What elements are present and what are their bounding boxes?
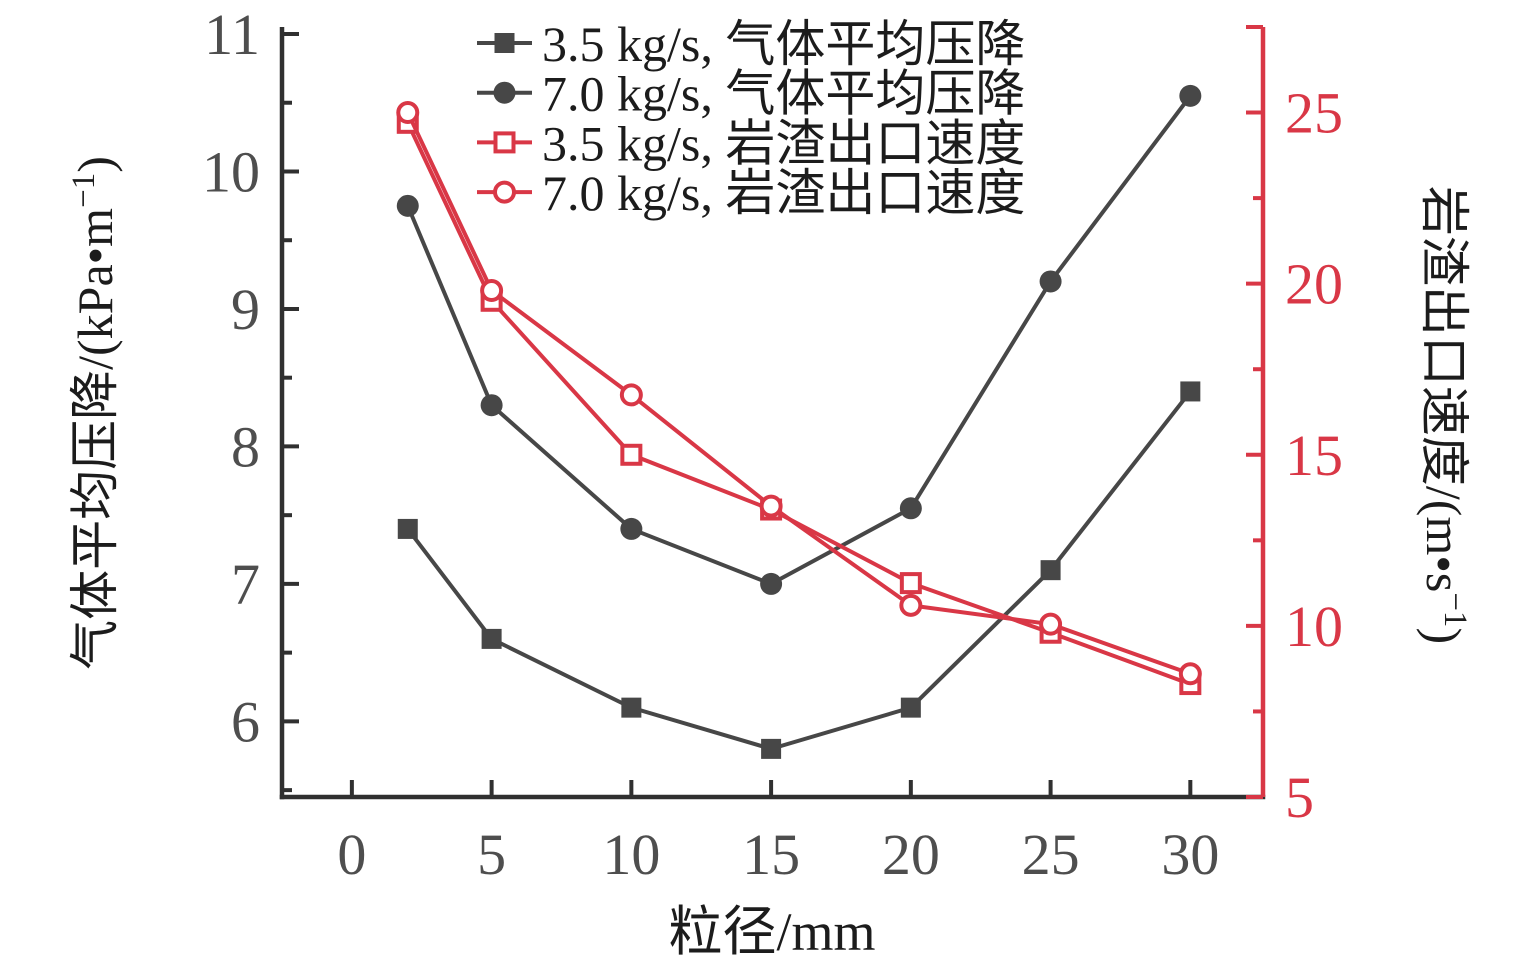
data-point: [480, 279, 504, 303]
series-4: [396, 101, 1202, 686]
series-2: [396, 84, 1202, 595]
right-axis-title: 岩渣出口速度/(m•s−1): [1416, 186, 1473, 644]
axis-titles: 粒径/mm 气体平均压降/(kPa•m−1) 岩渣出口速度/(m•s−1): [66, 156, 1473, 962]
legend-item-2: 7.0 kg/s, 气体平均压降: [477, 66, 1025, 122]
legend-item-1: 3.5 kg/s, 气体平均压降: [477, 16, 1025, 72]
data-point: [899, 593, 923, 617]
data-point: [759, 494, 783, 518]
left-tick-label: 9: [231, 277, 260, 342]
data-point: [760, 572, 783, 595]
x-axis-title: 粒径/mm: [668, 902, 875, 962]
left-tick-label: 10: [202, 139, 260, 204]
data-point: [1039, 270, 1062, 293]
data-point: [480, 394, 503, 417]
left-tick-label: 7: [231, 552, 260, 617]
data-point: [397, 518, 418, 539]
x-tick-label: 10: [602, 822, 660, 887]
data-point: [1040, 560, 1061, 581]
left-tick-label: 6: [231, 689, 260, 754]
data-point: [621, 697, 642, 718]
x-tick-label: 5: [477, 822, 506, 887]
legend-label: 7.0 kg/s, 岩渣出口速度: [542, 165, 1025, 221]
data-point: [1178, 662, 1202, 686]
data-point: [1179, 84, 1202, 107]
series-1: [397, 381, 1201, 759]
right-axis-title-superscript: −1: [1437, 592, 1473, 627]
data-point: [899, 572, 922, 595]
right-tick-label: 10: [1285, 594, 1343, 659]
data-point: [619, 383, 643, 407]
data-point: [620, 517, 643, 540]
left-tick-label: 8: [231, 414, 260, 479]
data-point: [481, 628, 502, 649]
left-axis-title-superscript: −1: [66, 173, 102, 208]
right-tick-label: 15: [1285, 423, 1343, 488]
legend-marker: [493, 81, 516, 104]
data-point: [396, 101, 420, 125]
left-axis-title-close: ): [67, 156, 123, 173]
legend-marker: [493, 180, 516, 204]
right-axis-title-base: 岩渣出口速度/(m•s: [1416, 186, 1472, 592]
x-tick-label: 20: [882, 822, 940, 887]
right-axis-title-close: ): [1416, 627, 1472, 644]
data-point: [620, 443, 643, 466]
left-tick-label: 11: [204, 2, 260, 67]
legend-marker: [493, 131, 516, 154]
x-tick-label: 25: [1022, 822, 1080, 887]
data-point: [899, 497, 922, 520]
right-tick-label: 5: [1285, 765, 1314, 830]
legend-item-3: 3.5 kg/s, 岩渣出口速度: [477, 115, 1025, 171]
data-point: [1039, 612, 1063, 636]
axes: 6 7 8 9 10 11 0 5 10 15 20 25 30 5 10 15 20 25: [202, 2, 1343, 887]
legend-label: 3.5 kg/s, 气体平均压降: [542, 16, 1025, 72]
legend-label: 3.5 kg/s, 岩渣出口速度: [542, 115, 1025, 171]
legend-label: 7.0 kg/s, 气体平均压降: [542, 66, 1025, 122]
x-tick-label: 0: [337, 822, 366, 887]
left-axis-title-base: 气体平均压降/(kPa•m: [67, 208, 123, 670]
series-lines: [396, 84, 1202, 759]
legend-item-4: 7.0 kg/s, 岩渣出口速度: [477, 165, 1025, 221]
left-axis-title: 气体平均压降/(kPa•m−1): [66, 156, 123, 670]
data-point: [900, 697, 921, 718]
x-tick-label: 30: [1161, 822, 1219, 887]
legend-marker: [494, 33, 515, 53]
x-tick-label: 15: [742, 822, 800, 887]
data-point: [1180, 381, 1201, 402]
right-tick-label: 25: [1285, 81, 1343, 146]
data-point: [761, 738, 782, 759]
data-point: [396, 194, 419, 217]
right-tick-label: 20: [1285, 252, 1343, 317]
